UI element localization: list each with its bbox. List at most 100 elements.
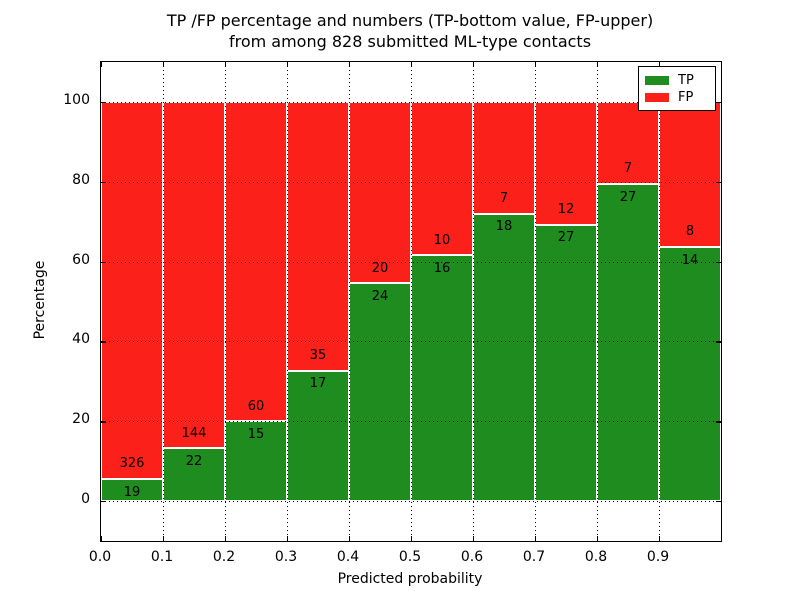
bar-segment-fp bbox=[163, 101, 225, 449]
y-tick-mark-right bbox=[716, 341, 721, 343]
y-tick-label: 100 bbox=[63, 91, 90, 108]
chart-title-line1: TP /FP percentage and numbers (TP-bottom… bbox=[166, 11, 654, 30]
x-tick-label: 0.4 bbox=[336, 549, 360, 565]
x-tick-label: 0.6 bbox=[460, 549, 484, 565]
horizontal-gridline bbox=[101, 421, 721, 423]
x-tick-label: 0.8 bbox=[584, 549, 608, 565]
y-tick-label: 20 bbox=[72, 411, 90, 428]
x-tick-mark bbox=[225, 536, 227, 541]
vertical-gridline bbox=[411, 62, 412, 541]
x-tick-mark-top bbox=[659, 62, 661, 67]
ticks-layer bbox=[101, 62, 721, 541]
bar-labels-layer: 326 19 144 22 60 15 35 17 20 24 10 16 7 18 12 27 7 27 8 14 bbox=[101, 62, 721, 541]
x-tick-label: 0.0 bbox=[88, 549, 112, 565]
bar-count-tp: 24 bbox=[371, 289, 389, 305]
x-tick-label: 0.9 bbox=[646, 549, 670, 565]
bar-segment-tp bbox=[101, 479, 163, 502]
y-tick-label: 80 bbox=[72, 171, 90, 188]
bar-count-fp: 7 bbox=[499, 191, 509, 206]
x-tick-mark-top bbox=[473, 62, 475, 67]
vertical-gridline bbox=[473, 62, 474, 541]
bar-count-fp: 20 bbox=[371, 260, 389, 276]
bar-count-fp: 7 bbox=[623, 161, 633, 177]
y-tick-mark bbox=[101, 181, 106, 184]
bar-segment-fp bbox=[659, 101, 721, 248]
x-tick-mark-top bbox=[225, 62, 227, 67]
plot-area: 326 19 144 22 60 15 35 17 20 24 10 16 7 18 12 27 7 27 8 14 … bbox=[100, 61, 722, 542]
legend-swatch-fp bbox=[645, 93, 669, 102]
vertical-gridline bbox=[659, 62, 660, 541]
bar-segment-fp bbox=[411, 101, 473, 256]
x-tick-mark bbox=[535, 536, 537, 541]
x-tick-mark bbox=[101, 536, 103, 541]
chart-title-line2: from among 828 submitted ML-type contact… bbox=[228, 32, 592, 51]
bar-segment-tp bbox=[287, 370, 349, 502]
legend-swatch-tp bbox=[645, 76, 669, 85]
horizontal-gridline bbox=[101, 181, 721, 183]
y-axis-label: Percentage bbox=[32, 260, 48, 340]
horizontal-gridline bbox=[101, 501, 721, 503]
bar-count-fp: 144 bbox=[181, 425, 207, 441]
y-tick-mark bbox=[101, 501, 106, 503]
legend: TP FP bbox=[638, 66, 716, 111]
bar-count-fp: 35 bbox=[309, 347, 327, 363]
bar-count-tp: 22 bbox=[185, 453, 203, 469]
x-tick-mark bbox=[411, 536, 413, 541]
bar-count-tp: 14 bbox=[681, 252, 699, 268]
x-tick-label: 0.5 bbox=[398, 549, 422, 565]
bar-count-fp: 60 bbox=[247, 398, 265, 414]
x-tick-mark-top bbox=[411, 62, 413, 67]
y-tick-mark bbox=[101, 101, 106, 104]
horizontal-gridline bbox=[101, 341, 721, 343]
bar-count-fp: 10 bbox=[433, 232, 451, 248]
bar-segment-tp bbox=[597, 184, 659, 502]
x-axis-label: Predicted probability bbox=[337, 571, 483, 587]
y-tick-mark bbox=[101, 261, 106, 263]
bar-count-fp: 326 bbox=[119, 456, 145, 472]
x-tick-label: 0.7 bbox=[522, 549, 546, 565]
legend-label: FP bbox=[678, 90, 694, 105]
x-tick-mark-top bbox=[287, 62, 289, 67]
bar-segment-fp bbox=[535, 101, 597, 225]
bar-count-tp: 27 bbox=[557, 230, 575, 246]
bar-count-tp: 17 bbox=[309, 376, 327, 392]
bar-count-fp: 8 bbox=[685, 224, 695, 240]
legend-entry: TP bbox=[645, 72, 709, 89]
x-tick-label: 0.2 bbox=[212, 549, 236, 565]
y-tick-mark-right bbox=[716, 101, 721, 104]
y-tick-mark-right bbox=[716, 501, 721, 503]
x-tick-mark-top bbox=[349, 62, 351, 67]
bar-count-tp: 15 bbox=[247, 426, 265, 442]
bar-segment-tp bbox=[659, 247, 721, 502]
y-tick-mark-right bbox=[716, 261, 721, 263]
vertical-gridline bbox=[535, 62, 536, 541]
y-tick-mark-right bbox=[716, 421, 721, 423]
vertical-gridline bbox=[163, 62, 164, 541]
vertical-gridline bbox=[225, 62, 226, 541]
vertical-gridline bbox=[349, 62, 350, 541]
x-tick-mark bbox=[349, 536, 351, 541]
bars-layer bbox=[101, 62, 721, 541]
x-tick-mark bbox=[659, 536, 661, 541]
bar-count-tp: 19 bbox=[123, 484, 141, 500]
x-tick-mark-top bbox=[597, 62, 599, 67]
x-tick-mark bbox=[597, 536, 599, 541]
horizontal-gridline bbox=[101, 261, 721, 263]
x-tick-label: 0.3 bbox=[274, 549, 298, 565]
y-tick-mark-right bbox=[716, 181, 721, 184]
legend-entry: FP bbox=[645, 89, 709, 106]
bar-segment-tp bbox=[163, 448, 225, 502]
bar-segment-fp bbox=[473, 101, 535, 214]
x-tick-mark-top bbox=[535, 62, 537, 67]
bar-count-tp: 16 bbox=[433, 261, 451, 277]
vertical-gridline bbox=[597, 62, 598, 541]
horizontal-gridline bbox=[101, 101, 721, 103]
x-tick-label: 0.1 bbox=[150, 549, 174, 565]
x-tick-mark-top bbox=[163, 62, 165, 67]
y-tick-label: 60 bbox=[72, 251, 90, 268]
x-tick-mark bbox=[473, 536, 475, 541]
bar-segment-fp bbox=[101, 101, 163, 480]
bar-segment-tp bbox=[535, 224, 597, 502]
legend-label: TP bbox=[678, 73, 694, 88]
